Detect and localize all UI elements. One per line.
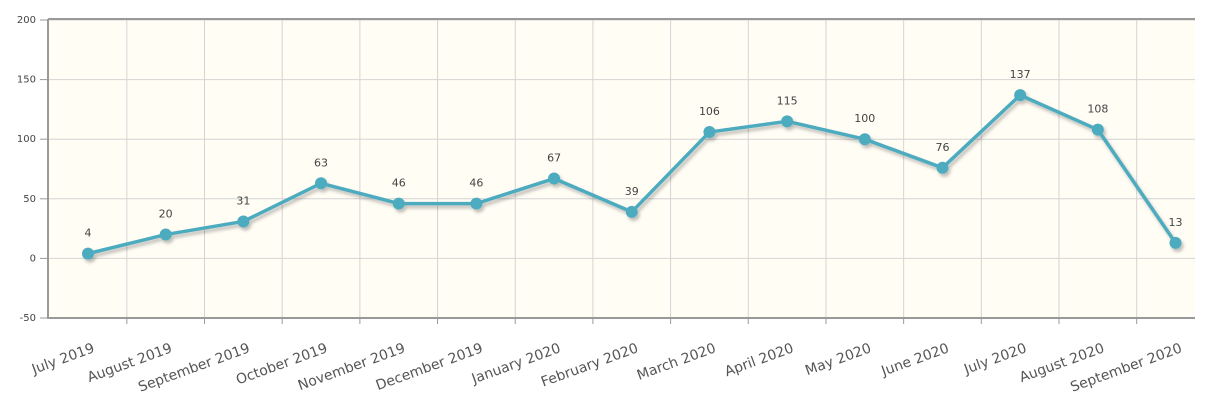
data-label: 76 (935, 141, 949, 154)
data-label: 39 (625, 185, 639, 198)
data-label: 46 (392, 177, 406, 190)
data-label: 115 (777, 94, 798, 107)
data-point (1091, 123, 1104, 136)
data-point (237, 215, 250, 228)
data-label: 63 (314, 156, 328, 169)
data-point (858, 133, 871, 146)
x-tick-label: April 2020 (723, 340, 796, 380)
y-tick-label: 150 (17, 75, 36, 86)
plot-area (48, 20, 1195, 318)
x-tick-label: June 2020 (878, 340, 951, 380)
data-label: 4 (85, 227, 92, 240)
y-tick-label: 50 (23, 194, 36, 205)
data-point (936, 161, 949, 174)
data-point (1014, 89, 1027, 102)
data-label: 106 (699, 105, 720, 118)
data-point (781, 115, 794, 128)
data-label: 67 (547, 152, 561, 165)
data-label: 31 (236, 194, 250, 207)
data-point (1169, 236, 1182, 249)
y-tick-label: 0 (30, 253, 36, 264)
data-point (315, 177, 328, 190)
data-label: 100 (854, 112, 875, 125)
marks (82, 89, 1182, 260)
x-tick-label: March 2020 (635, 340, 718, 383)
data-point (159, 228, 172, 241)
data-label: 108 (1087, 103, 1108, 116)
data-point (392, 197, 405, 210)
x-tick-label: May 2020 (803, 340, 873, 379)
data-point (625, 205, 638, 218)
data-label: 46 (469, 177, 483, 190)
data-label: 137 (1010, 68, 1031, 81)
data-point (470, 197, 483, 210)
data-label: 20 (159, 208, 173, 221)
y-tick-label: -50 (20, 313, 36, 324)
data-point (82, 247, 94, 260)
y-tick-label: 200 (17, 15, 36, 26)
data-point (703, 126, 716, 139)
data-point (548, 172, 561, 185)
data-label: 13 (1169, 216, 1183, 229)
y-tick-label: 100 (17, 134, 36, 145)
